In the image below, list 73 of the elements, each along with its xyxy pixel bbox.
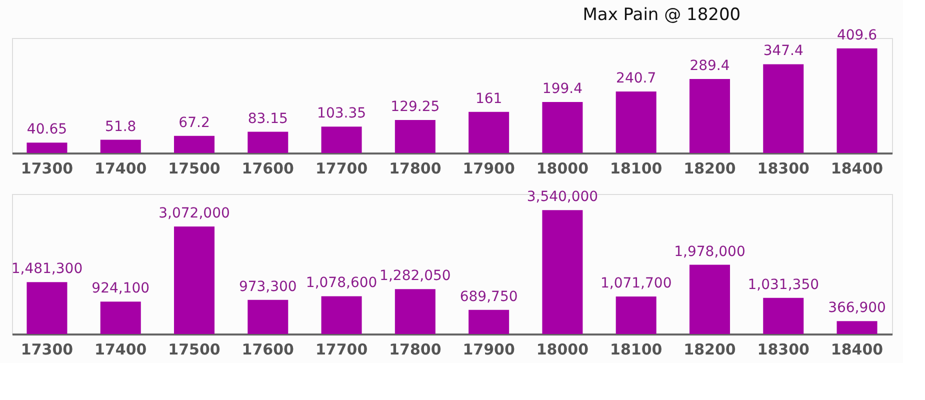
- bar: [26, 282, 68, 334]
- data-label: 67.2: [178, 114, 210, 131]
- data-label: 689,750: [460, 288, 518, 305]
- data-label: 3,072,000: [158, 205, 230, 222]
- data-label: 289.4: [690, 58, 730, 74]
- bar: [468, 310, 510, 334]
- bar: [468, 112, 510, 153]
- x-tick-label: 18200: [684, 340, 736, 358]
- bar: [394, 289, 436, 334]
- x-tick-label: 17900: [462, 340, 515, 358]
- bar: [689, 79, 730, 153]
- data-label: 1,078,600: [306, 275, 378, 292]
- x-tick-label: 17600: [242, 340, 294, 358]
- bar: [542, 210, 583, 334]
- bar: [394, 120, 436, 153]
- data-label: 103.35: [317, 106, 366, 122]
- data-label: 924,100: [92, 280, 150, 297]
- x-tick-label: 18400: [830, 340, 884, 358]
- x-tick-label: 17500: [168, 160, 220, 178]
- bar: [616, 296, 656, 334]
- x-tick-label: 17700: [315, 160, 368, 178]
- x-tick-label: 18200: [684, 160, 736, 178]
- bar: [616, 91, 656, 153]
- data-label: 973,300: [238, 278, 297, 295]
- data-label: 347.4: [763, 43, 804, 60]
- bar: [100, 140, 141, 153]
- bar: [542, 102, 583, 153]
- x-tick-label: 17400: [94, 160, 147, 178]
- bar: [836, 48, 878, 153]
- data-label: 1,031,350: [748, 276, 820, 293]
- x-tick-label: 17500: [168, 340, 220, 358]
- x-tick-label: 18100: [610, 160, 662, 178]
- data-label: 3,540,000: [526, 189, 598, 206]
- data-label: 40.65: [26, 122, 68, 138]
- bar: [174, 226, 215, 334]
- bar: [836, 321, 878, 334]
- data-label: 240.7: [616, 70, 656, 86]
- bar: [689, 264, 730, 334]
- data-label: 1,978,000: [674, 244, 746, 260]
- data-label: 51.8: [105, 118, 136, 135]
- bar: [763, 298, 804, 334]
- data-label: 161: [475, 90, 502, 107]
- bar: [100, 302, 141, 334]
- bar: [321, 126, 362, 153]
- data-label: 1,071,700: [600, 275, 672, 292]
- x-tick-label: 17800: [389, 340, 442, 358]
- bar: [321, 296, 362, 334]
- chart-title: Max Pain @ 18200: [582, 4, 741, 25]
- data-label: 366,900: [828, 300, 886, 316]
- bar: [26, 142, 68, 153]
- x-tick-label: 17300: [20, 160, 74, 178]
- data-label: 83.15: [248, 110, 288, 127]
- bar: [763, 64, 804, 153]
- data-label: 129.25: [390, 98, 440, 115]
- bar: [248, 132, 288, 153]
- x-tick-label: 18300: [757, 160, 810, 178]
- x-tick-label: 17800: [389, 160, 442, 178]
- data-label: 1,282,050: [380, 268, 451, 284]
- x-tick-label: 17900: [462, 160, 515, 178]
- x-tick-label: 18300: [757, 340, 810, 358]
- data-label: 409.6: [836, 27, 878, 44]
- bar: [174, 136, 215, 153]
- bar: [248, 300, 288, 334]
- x-tick-label: 18000: [536, 160, 589, 178]
- x-tick-label: 17600: [242, 160, 294, 178]
- x-tick-label: 18100: [610, 340, 662, 358]
- x-tick-label: 17700: [315, 340, 368, 358]
- x-tick-label: 17300: [20, 340, 74, 358]
- x-tick-label: 17400: [94, 340, 147, 358]
- x-tick-label: 18000: [536, 340, 589, 358]
- data-label: 199.4: [542, 81, 583, 98]
- x-tick-label: 18400: [830, 160, 884, 178]
- data-label: 1,481,300: [11, 261, 83, 278]
